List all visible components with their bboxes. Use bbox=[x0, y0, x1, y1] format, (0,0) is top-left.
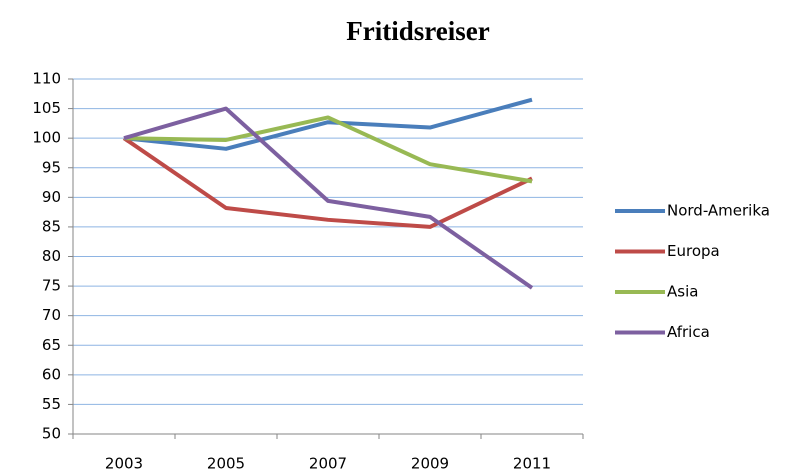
series-line bbox=[123, 97, 533, 151]
x-tick-label: 2007 bbox=[309, 455, 347, 471]
chart-title: Fritidsreiser bbox=[346, 16, 489, 46]
y-tick-label: 85 bbox=[42, 217, 61, 235]
y-tick-label: 60 bbox=[42, 365, 61, 383]
y-tick-label: 110 bbox=[32, 70, 61, 88]
x-tick-label: 2003 bbox=[105, 455, 143, 471]
y-tick-label: 100 bbox=[32, 129, 61, 147]
y-tick-label: 95 bbox=[42, 158, 61, 176]
series-line bbox=[122, 136, 533, 229]
x-tick-label: 2011 bbox=[513, 455, 551, 471]
legend-label: Africa bbox=[667, 323, 710, 341]
x-tick-label: 2005 bbox=[207, 455, 245, 471]
legend-label: Asia bbox=[667, 283, 698, 301]
y-tick-label: 90 bbox=[42, 188, 61, 206]
y-tick-label: 55 bbox=[42, 395, 61, 413]
legend-label: Europa bbox=[667, 242, 720, 260]
y-tick-label: 70 bbox=[42, 306, 61, 324]
y-tick-label: 75 bbox=[42, 277, 61, 295]
y-tick-label: 65 bbox=[42, 336, 61, 354]
legend-label: Nord-Amerika bbox=[667, 202, 770, 220]
y-tick-label: 50 bbox=[42, 425, 61, 443]
series-line bbox=[123, 115, 533, 184]
y-tick-label: 80 bbox=[42, 247, 61, 265]
series-line bbox=[123, 106, 534, 290]
y-tick-label: 105 bbox=[32, 99, 61, 117]
x-tick-label: 2009 bbox=[411, 455, 449, 471]
